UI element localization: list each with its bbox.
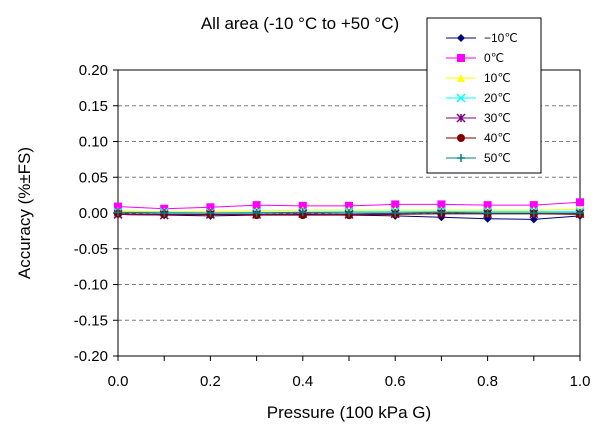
data-point	[529, 209, 538, 217]
legend-entry: 20℃	[446, 91, 511, 105]
legend-marker	[457, 54, 465, 62]
data-series	[113, 198, 585, 224]
x-tick-label: 0.6	[385, 373, 406, 390]
data-point	[483, 201, 492, 210]
data-point	[391, 200, 400, 209]
y-tick-label: 0.00	[79, 205, 108, 222]
legend-entry: −10℃	[446, 31, 518, 45]
legend-label: 50℃	[484, 151, 511, 165]
y-tick-label: 0.20	[79, 62, 108, 79]
legend-label: 20℃	[484, 91, 511, 105]
y-tick-label: 0.10	[79, 134, 108, 151]
y-tick-label: -0.15	[74, 312, 108, 329]
data-point	[298, 201, 307, 210]
data-point	[483, 209, 492, 217]
data-point	[437, 200, 446, 209]
legend-marker	[457, 74, 465, 82]
data-point	[529, 201, 538, 210]
y-tick-label: -0.10	[74, 277, 108, 294]
data-point	[206, 203, 215, 212]
legend-label: −10℃	[484, 31, 518, 45]
x-axis-label: Pressure (100 kPa G)	[267, 403, 431, 422]
legend-entry: 30℃	[446, 111, 511, 125]
data-point	[252, 201, 261, 210]
chart-title: All area (-10 °C to +50 °C)	[201, 14, 399, 33]
legend-marker	[457, 134, 465, 142]
legend-label: 10℃	[484, 71, 511, 85]
y-axis-label: Accuracy (%±FS)	[15, 147, 34, 279]
data-point	[345, 201, 353, 210]
legend-entry: 0℃	[446, 51, 504, 65]
legend-label: 0℃	[484, 51, 504, 65]
legend-box	[426, 17, 542, 174]
legend-marker	[456, 93, 466, 103]
data-point	[114, 208, 122, 217]
x-tick-label: 0.8	[477, 373, 498, 390]
legend-marker	[456, 113, 466, 123]
series-6	[114, 208, 584, 217]
data-point	[252, 209, 261, 217]
legend-marker	[457, 154, 465, 162]
legend-label: 30℃	[484, 111, 511, 125]
legend-entry: 50℃	[446, 151, 511, 165]
legend-label: 40℃	[484, 131, 511, 145]
data-point	[114, 202, 122, 211]
x-tick-label: 1.0	[570, 373, 591, 390]
y-tick-label: -0.20	[74, 348, 108, 365]
data-point	[576, 209, 584, 217]
data-point	[437, 208, 446, 217]
y-tick-label: 0.05	[79, 169, 108, 186]
legend-entry: 40℃	[446, 131, 511, 145]
data-point	[160, 209, 169, 217]
data-point	[206, 209, 215, 217]
y-axis-ticks: 0.20 0.15 0.10 0.05 0.00 -0.05 -0.10 -0.15 -0.20	[74, 62, 118, 365]
x-tick-label: 0.2	[200, 373, 221, 390]
legend: −10℃ 0℃ 10℃ 20℃ 30℃ 40℃ 50℃	[426, 17, 542, 174]
legend-marker	[457, 34, 465, 42]
y-tick-label: 0.15	[79, 98, 108, 115]
x-tick-label: 0.4	[292, 373, 313, 390]
x-tick-label: 0.0	[108, 373, 129, 390]
data-point	[298, 208, 307, 217]
data-point	[391, 209, 400, 217]
data-point	[345, 209, 353, 217]
x-axis-ticks: 0.0 0.2 0.4 0.6 0.8 1.0	[108, 356, 591, 390]
y-tick-label: -0.05	[74, 241, 108, 258]
legend-entry: 10℃	[446, 71, 511, 85]
data-point	[576, 198, 584, 207]
data-point	[529, 215, 538, 224]
